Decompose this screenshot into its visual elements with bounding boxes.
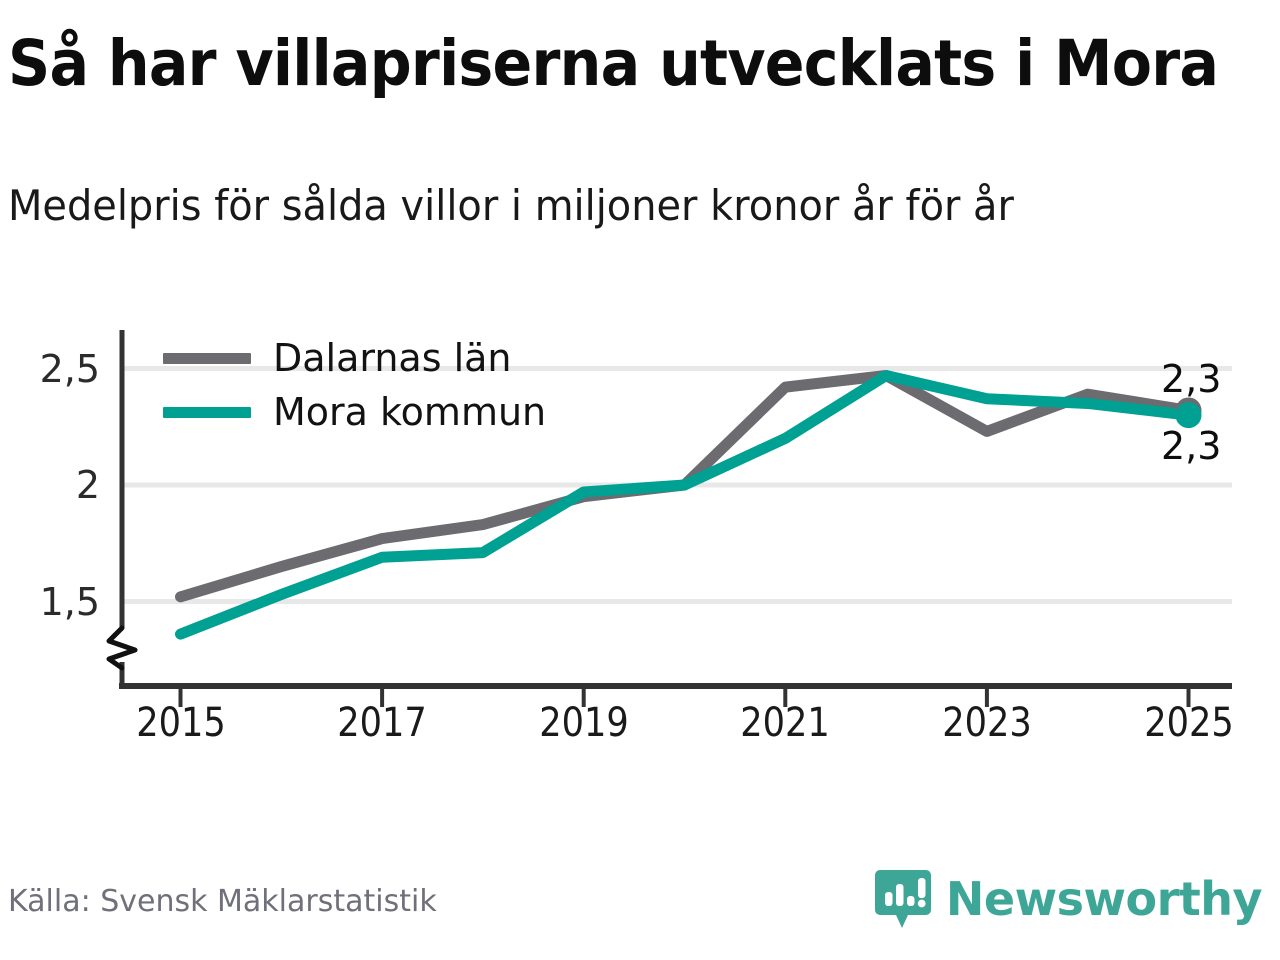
page-subtitle: Medelpris för sålda villor i miljoner kr… xyxy=(8,181,1014,230)
legend-swatch-mora-kommun xyxy=(163,406,251,418)
value-label-dalarnas-lan: 2,3 xyxy=(1161,357,1222,401)
source-note: Källa: Svensk Mäklarstatistik xyxy=(8,884,437,919)
x-axis-ticks xyxy=(178,686,1191,707)
x-axis-tick-label: 2025 xyxy=(1143,700,1234,746)
brand-logo: Newsworthy xyxy=(874,868,1263,930)
x-axis-tick-label: 2023 xyxy=(942,700,1032,746)
legend-label-mora-kommun: Mora kommun xyxy=(273,390,547,434)
legend-swatch-dalarnas-lan xyxy=(163,352,251,364)
legend-item-mora-kommun[interactable]: Mora kommun xyxy=(163,386,546,438)
y-axis-tick-label: 2,5 xyxy=(39,346,100,391)
x-axis-tick-label: 2021 xyxy=(740,700,831,746)
axis-break-icon xyxy=(106,625,138,671)
page-title: Så har villapriserna utvecklats i Mora xyxy=(8,27,1219,100)
newsworthy-bar-chart-bubble-icon xyxy=(874,870,931,928)
legend-item-dalarnas-lan[interactable]: Dalarnas län xyxy=(163,332,546,384)
legend-label-dalarnas-lan: Dalarnas län xyxy=(273,336,512,380)
y-axis-tick-label: 1,5 xyxy=(39,579,100,624)
x-axis-tick-label: 2017 xyxy=(337,700,427,746)
x-axis-tick-label: 2019 xyxy=(538,700,629,746)
y-axis-tick-label: 2 xyxy=(75,463,100,507)
x-axis-tick-label: 2015 xyxy=(135,700,226,746)
value-label-mora-kommun: 2,3 xyxy=(1161,424,1222,468)
series-lines xyxy=(175,369,1202,640)
legend: Dalarnas län Mora kommun xyxy=(163,332,546,440)
brand-name: Newsworthy xyxy=(945,872,1263,926)
